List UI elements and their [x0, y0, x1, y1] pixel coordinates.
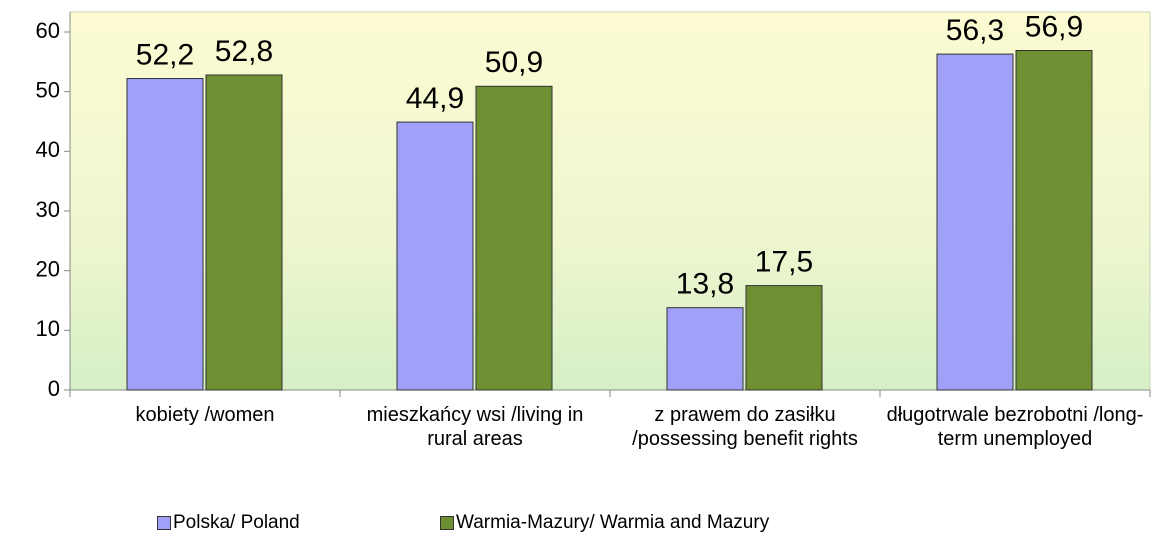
data-label: 52,8 [215, 35, 273, 68]
bar [396, 121, 474, 391]
legend-label: Polska/ Poland [173, 512, 300, 533]
data-label: 44,9 [406, 82, 464, 115]
legend-swatch [440, 516, 454, 530]
data-label: 52,2 [136, 38, 194, 71]
data-label: 13,8 [676, 268, 734, 301]
data-label: 56,3 [946, 14, 1004, 47]
y-tick-label: 30 [36, 197, 60, 222]
y-tick-label: 0 [48, 376, 60, 401]
legend-item: Warmia-Mazury/ Warmia and Mazury [440, 512, 769, 534]
y-tick-label: 20 [36, 256, 60, 281]
bar [666, 307, 744, 391]
bar [126, 78, 204, 391]
bar [1015, 49, 1093, 391]
x-tick-label: długotrwale bezrobotni /long-term unempl… [886, 404, 1144, 450]
legend-item: Polska/ Poland [157, 512, 300, 534]
data-label: 50,9 [485, 46, 543, 79]
bar [475, 85, 553, 391]
bar [936, 53, 1014, 391]
legend-label: Warmia-Mazury/ Warmia and Mazury [456, 512, 770, 533]
y-tick-label: 10 [36, 316, 60, 341]
data-label: 17,5 [755, 246, 813, 279]
bar [205, 74, 283, 391]
data-label: 56,9 [1025, 10, 1083, 43]
y-tick-label: 60 [36, 18, 60, 43]
x-tick-label: z prawem do zasiłku /possessing benefit … [632, 404, 858, 450]
x-tick-label: kobiety /women [135, 404, 275, 426]
y-tick-label: 50 [36, 77, 60, 102]
x-tick-label: mieszkańcy wsi /living in rural areas [366, 404, 584, 450]
legend-swatch [157, 516, 171, 530]
bar [745, 285, 823, 391]
y-tick-label: 40 [36, 137, 60, 162]
